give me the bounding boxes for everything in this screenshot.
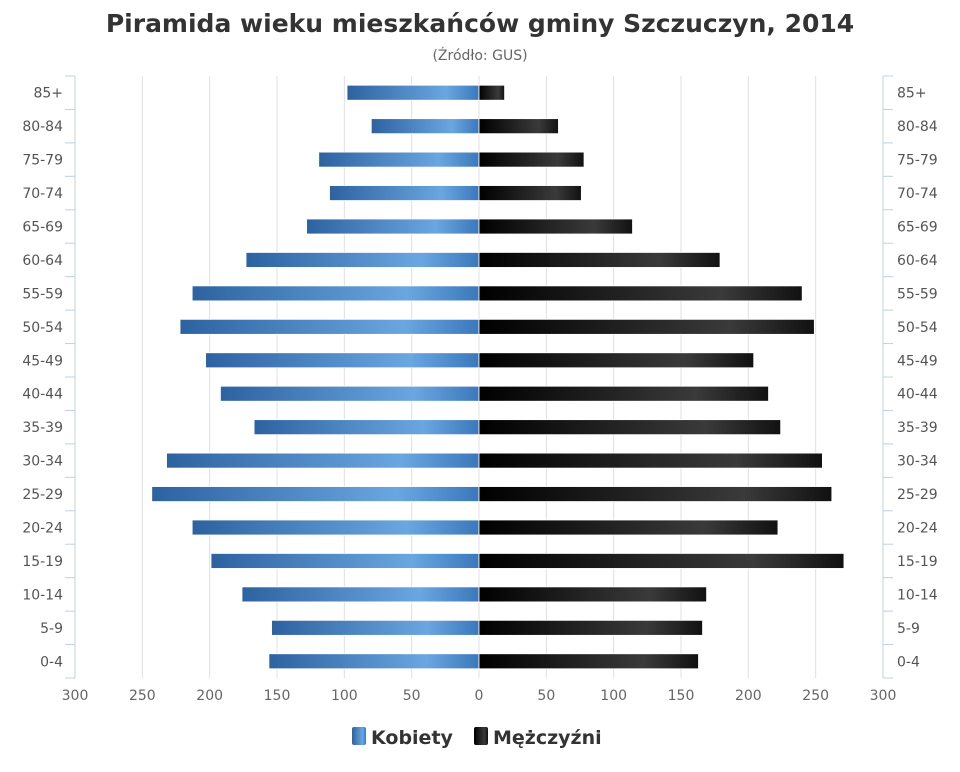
y-tick-label-left: 45-49 [22, 353, 63, 369]
bar-kobiety [253, 419, 480, 436]
y-tick-label-left: 75-79 [22, 153, 63, 169]
bar-mezczyzni [478, 519, 779, 536]
y-tick-label-right: 5-9 [897, 621, 920, 637]
y-tick-label-left: 65-69 [22, 220, 63, 236]
y-tick-label-left: 85+ [33, 86, 63, 102]
bar-mezczyzni [478, 486, 833, 502]
bar-mezczyzni [478, 84, 505, 101]
bar-mezczyzni [478, 385, 769, 402]
bar-kobiety [205, 352, 480, 369]
bar-kobiety [210, 553, 480, 569]
bar-kobiety [220, 385, 480, 402]
bar-kobiety [329, 185, 480, 201]
bar-kobiety [318, 151, 480, 168]
bar-mezczyzni [478, 252, 721, 268]
x-tick-label: 250 [802, 688, 829, 704]
legend-swatch-kobiety [352, 727, 366, 745]
x-tick-label: 150 [668, 688, 695, 704]
y-tick-label-right: 40-44 [897, 387, 938, 403]
y-tick-label-left: 0-4 [40, 654, 63, 670]
y-tick-label-right: 75-79 [897, 153, 938, 169]
y-tick-label-right: 15-19 [897, 554, 938, 570]
y-tick-label-right: 20-24 [897, 521, 938, 537]
bar-mezczyzni [478, 151, 585, 168]
bar-mezczyzni [478, 185, 582, 201]
x-tick-label: 200 [196, 688, 223, 704]
y-tick-label-right: 60-64 [897, 253, 938, 269]
bar-mezczyzni [478, 619, 703, 636]
y-tick-label-left: 55-59 [22, 286, 63, 302]
y-tick-label-right: 45-49 [897, 353, 938, 369]
legend-label-mezczyzni: Mężczyźni [493, 727, 602, 749]
bar-kobiety [268, 653, 480, 670]
legend-label-kobiety: Kobiety [371, 727, 454, 749]
x-tick-label: 100 [331, 688, 358, 704]
bar-kobiety [370, 118, 480, 135]
x-tick-label: 300 [870, 688, 897, 704]
x-tick-label: 250 [129, 688, 156, 704]
y-tick-label-right: 80-84 [897, 119, 938, 135]
bar-mezczyzni [478, 218, 633, 235]
x-tick-label: 50 [403, 688, 421, 704]
x-tick-label: 300 [62, 688, 89, 704]
bar-mezczyzni [478, 318, 815, 335]
bar-kobiety [241, 586, 480, 603]
y-tick-label-left: 50-54 [22, 320, 63, 336]
x-tick-label: 100 [600, 688, 627, 704]
y-tick-label-right: 25-29 [897, 487, 938, 503]
bar-mezczyzni [478, 653, 699, 670]
legend-swatch-mezczyzni [474, 727, 488, 745]
y-tick-label-right: 85+ [897, 86, 927, 102]
y-tick-label-left: 10-14 [22, 587, 63, 603]
y-tick-label-right: 50-54 [897, 320, 938, 336]
bar-kobiety [346, 84, 480, 101]
y-tick-label-left: 25-29 [22, 487, 63, 503]
bar-kobiety [271, 619, 480, 636]
bar-mezczyzni [478, 586, 707, 603]
y-tick-label-right: 70-74 [897, 186, 938, 202]
y-tick-label-left: 70-74 [22, 186, 63, 202]
y-tick-label-left: 60-64 [22, 253, 63, 269]
x-tick-label: 0 [475, 688, 484, 704]
y-tick-label-left: 20-24 [22, 521, 63, 537]
chart-title: Piramida wieku mieszkańców gminy Szczucz… [106, 9, 854, 38]
bar-mezczyzni [478, 118, 559, 135]
x-tick-label: 50 [537, 688, 555, 704]
bar-kobiety [245, 252, 480, 268]
x-tick-label: 150 [264, 688, 291, 704]
y-tick-label-right: 30-34 [897, 454, 938, 470]
x-tick-label: 200 [735, 688, 762, 704]
y-tick-label-left: 5-9 [40, 621, 63, 637]
y-tick-label-left: 40-44 [22, 387, 63, 403]
bar-kobiety [166, 452, 480, 469]
y-tick-label-left: 15-19 [22, 554, 63, 570]
bar-kobiety [151, 486, 480, 502]
bar-kobiety [191, 519, 480, 536]
bar-mezczyzni [478, 419, 782, 436]
bar-mezczyzni [478, 553, 845, 569]
bar-mezczyzni [478, 452, 823, 469]
y-tick-label-left: 35-39 [22, 420, 63, 436]
bar-mezczyzni [478, 285, 803, 302]
bar-kobiety [306, 218, 480, 235]
y-tick-label-right: 65-69 [897, 220, 938, 236]
y-tick-label-left: 30-34 [22, 454, 63, 470]
bar-mezczyzni [478, 352, 755, 369]
y-tick-label-right: 10-14 [897, 587, 938, 603]
y-tick-label-right: 35-39 [897, 420, 938, 436]
y-tick-label-left: 80-84 [22, 119, 63, 135]
chart-subtitle: (Źródło: GUS) [432, 46, 527, 64]
y-tick-label-right: 0-4 [897, 654, 920, 670]
bar-kobiety [191, 285, 480, 302]
y-tick-label-right: 55-59 [897, 286, 938, 302]
bar-kobiety [179, 318, 480, 335]
